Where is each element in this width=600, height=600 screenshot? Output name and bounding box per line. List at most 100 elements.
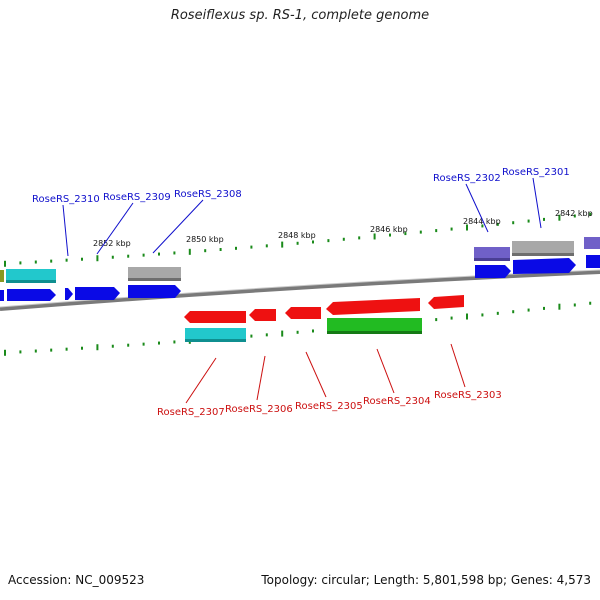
rna-feature[interactable] <box>185 328 246 339</box>
gene-label-RoseRS_2307[interactable]: RoseRS_2307 <box>157 407 225 418</box>
gene-label-RoseRS_2303[interactable]: RoseRS_2303 <box>434 390 502 401</box>
scale-tick <box>158 252 160 256</box>
scale-tick <box>96 344 99 351</box>
cds-reverse-arrow[interactable] <box>184 311 246 323</box>
scale-tick <box>589 301 592 305</box>
scale-tick <box>235 246 237 250</box>
forward-strand-features <box>0 237 600 301</box>
cds-reverse-arrow[interactable] <box>249 309 276 321</box>
reverse-strand-features <box>184 295 464 342</box>
scale-tick <box>450 227 453 231</box>
gene-label-RoseRS_2310[interactable]: RoseRS_2310 <box>32 194 100 205</box>
rna-feature-shade <box>6 280 56 283</box>
genome-summary: Topology: circular; Length: 5,801,598 bp… <box>261 573 591 587</box>
callout-line <box>152 199 204 254</box>
purple-feature[interactable] <box>474 247 510 258</box>
scale-tick <box>127 343 130 347</box>
partial-feature[interactable] <box>0 270 4 282</box>
scale-tick <box>81 257 83 261</box>
cds-forward-arrow[interactable] <box>586 255 600 268</box>
cds-forward-arrow[interactable] <box>128 285 181 298</box>
gene-label-RoseRS_2306[interactable]: RoseRS_2306 <box>225 404 293 415</box>
purple-feature-shade <box>474 258 510 261</box>
callout-line <box>305 351 327 398</box>
scale-tick <box>4 349 6 356</box>
scale-tick <box>543 306 545 310</box>
scale-tick <box>358 236 361 240</box>
gene-label-RoseRS_2308[interactable]: RoseRS_2308 <box>174 189 242 200</box>
accession-label: Accession: NC_009523 <box>8 573 145 587</box>
scale-tick <box>265 333 268 337</box>
scale-tick <box>250 334 253 338</box>
gray-feature[interactable] <box>512 241 574 253</box>
scale-tick <box>512 310 515 314</box>
gene-label-RoseRS_2301[interactable]: RoseRS_2301 <box>502 167 570 178</box>
scale-tick <box>496 311 499 315</box>
cds-forward-arrow[interactable] <box>7 289 56 301</box>
gene-label-RoseRS_2302[interactable]: RoseRS_2302 <box>433 173 501 184</box>
cds-forward-arrow[interactable] <box>0 290 4 301</box>
scale-tick <box>373 233 376 240</box>
reverse-gene-callouts <box>185 343 466 404</box>
gray-feature[interactable] <box>128 267 181 278</box>
scale-ticks-top <box>4 212 592 267</box>
gene-label-RoseRS_2309[interactable]: RoseRS_2309 <box>103 192 171 203</box>
cds-forward-arrow[interactable] <box>65 288 73 300</box>
rna-feature-shade <box>185 339 246 342</box>
purple-feature[interactable] <box>584 237 600 249</box>
genome-backbone <box>0 270 600 311</box>
callout-line <box>185 357 217 404</box>
forward-gene-callouts <box>62 177 542 257</box>
scale-tick <box>527 308 530 312</box>
scale-tick <box>50 348 53 352</box>
scale-tick <box>111 344 114 348</box>
scale-tick <box>558 303 561 310</box>
callout-line <box>376 348 395 394</box>
callout-line <box>465 183 489 233</box>
scale-tick <box>404 232 407 236</box>
callout-line <box>532 177 542 229</box>
scale-tick <box>65 347 68 351</box>
scale-tick <box>219 248 222 252</box>
gray-feature-shade <box>512 253 574 256</box>
gray-feature-shade <box>128 278 181 281</box>
cds-forward-arrow[interactable] <box>75 287 120 300</box>
scale-label-2844: 2844 kbp <box>463 217 501 226</box>
scale-tick <box>265 244 268 248</box>
scale-tick <box>419 230 422 234</box>
scale-tick <box>173 340 176 344</box>
scale-tick <box>527 219 530 223</box>
gene-label-RoseRS_2305[interactable]: RoseRS_2305 <box>295 401 363 412</box>
scale-tick <box>312 240 314 244</box>
scale-tick <box>312 329 314 333</box>
scale-tick <box>481 313 484 317</box>
cds-reverse-arrow[interactable] <box>428 295 464 309</box>
callout-line <box>450 343 466 388</box>
rna-feature[interactable] <box>6 269 56 280</box>
scale-label-2850: 2850 kbp <box>186 235 224 244</box>
scale-tick <box>435 229 438 233</box>
cds-reverse-arrow[interactable] <box>326 298 420 315</box>
scale-tick <box>250 245 253 249</box>
scale-tick <box>481 224 484 228</box>
scale-tick <box>127 254 130 258</box>
gene-label-RoseRS_2304[interactable]: RoseRS_2304 <box>363 396 431 407</box>
callout-line <box>96 202 134 255</box>
scale-tick <box>450 316 453 320</box>
scale-tick <box>142 342 145 346</box>
scale-label-2848: 2848 kbp <box>278 231 316 240</box>
scale-tick <box>96 255 99 262</box>
scale-tick <box>466 313 468 320</box>
scale-tick <box>496 222 499 226</box>
green-feature[interactable] <box>327 318 422 331</box>
scale-tick <box>296 330 299 334</box>
scale-tick <box>19 350 22 354</box>
scale-tick <box>281 241 284 248</box>
scale-tick <box>50 259 53 263</box>
scale-tick <box>34 349 37 353</box>
cds-reverse-arrow[interactable] <box>285 307 321 319</box>
cds-forward-arrow[interactable] <box>513 258 576 274</box>
cds-forward-arrow[interactable] <box>475 265 511 278</box>
scale-tick <box>142 253 145 257</box>
